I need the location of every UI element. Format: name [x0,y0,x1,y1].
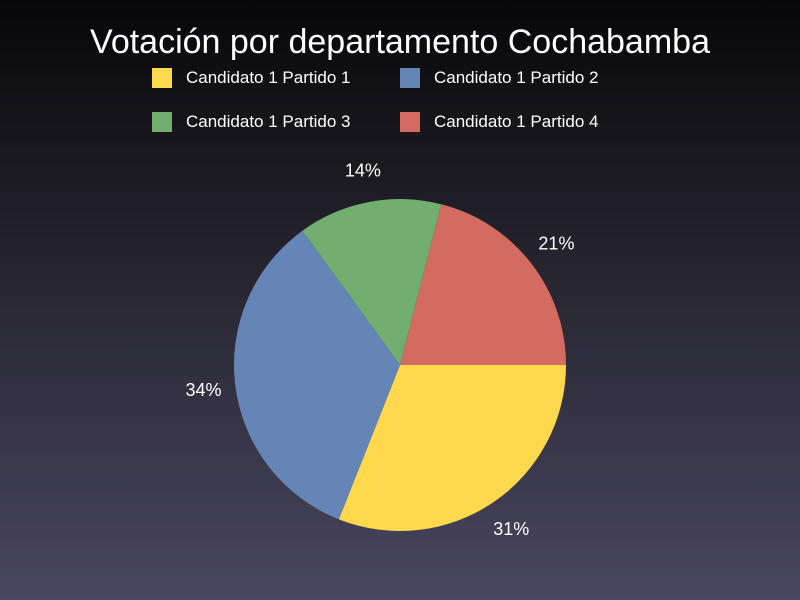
legend-item-partido-2[interactable]: Candidato 1 Partido 2 [400,67,648,89]
legend-item-partido-3[interactable]: Candidato 1 Partido 3 [152,111,400,133]
legend-label-partido-3: Candidato 1 Partido 3 [186,112,351,131]
legend-label-partido-2: Candidato 1 Partido 2 [434,68,599,87]
legend-swatch-partido-1 [152,68,172,88]
legend-swatch-partido-4 [400,112,420,132]
legend: Candidato 1 Partido 1 Candidato 1 Partid… [152,67,672,133]
legend-label-partido-4: Candidato 1 Partido 4 [434,112,599,131]
pie-slice-3[interactable] [302,199,442,365]
pie-slice-4[interactable] [400,204,566,365]
pie-slice-label-4: 21% [538,234,574,254]
legend-swatch-partido-2 [400,68,420,88]
pie-slice-label-1: 31% [493,519,529,539]
pie-slice-label-3: 14% [345,161,381,181]
legend-label-partido-1: Candidato 1 Partido 1 [186,68,351,87]
pie-slice-2[interactable] [233,230,400,520]
pie-slice-label-2: 34% [186,380,222,400]
legend-item-partido-1[interactable]: Candidato 1 Partido 1 [152,67,400,89]
chart-title: Votación por departamento Cochabamba [90,23,710,61]
pie-slice-1[interactable] [338,365,566,531]
legend-item-partido-4[interactable]: Candidato 1 Partido 4 [400,111,648,133]
legend-swatch-partido-3 [152,112,172,132]
